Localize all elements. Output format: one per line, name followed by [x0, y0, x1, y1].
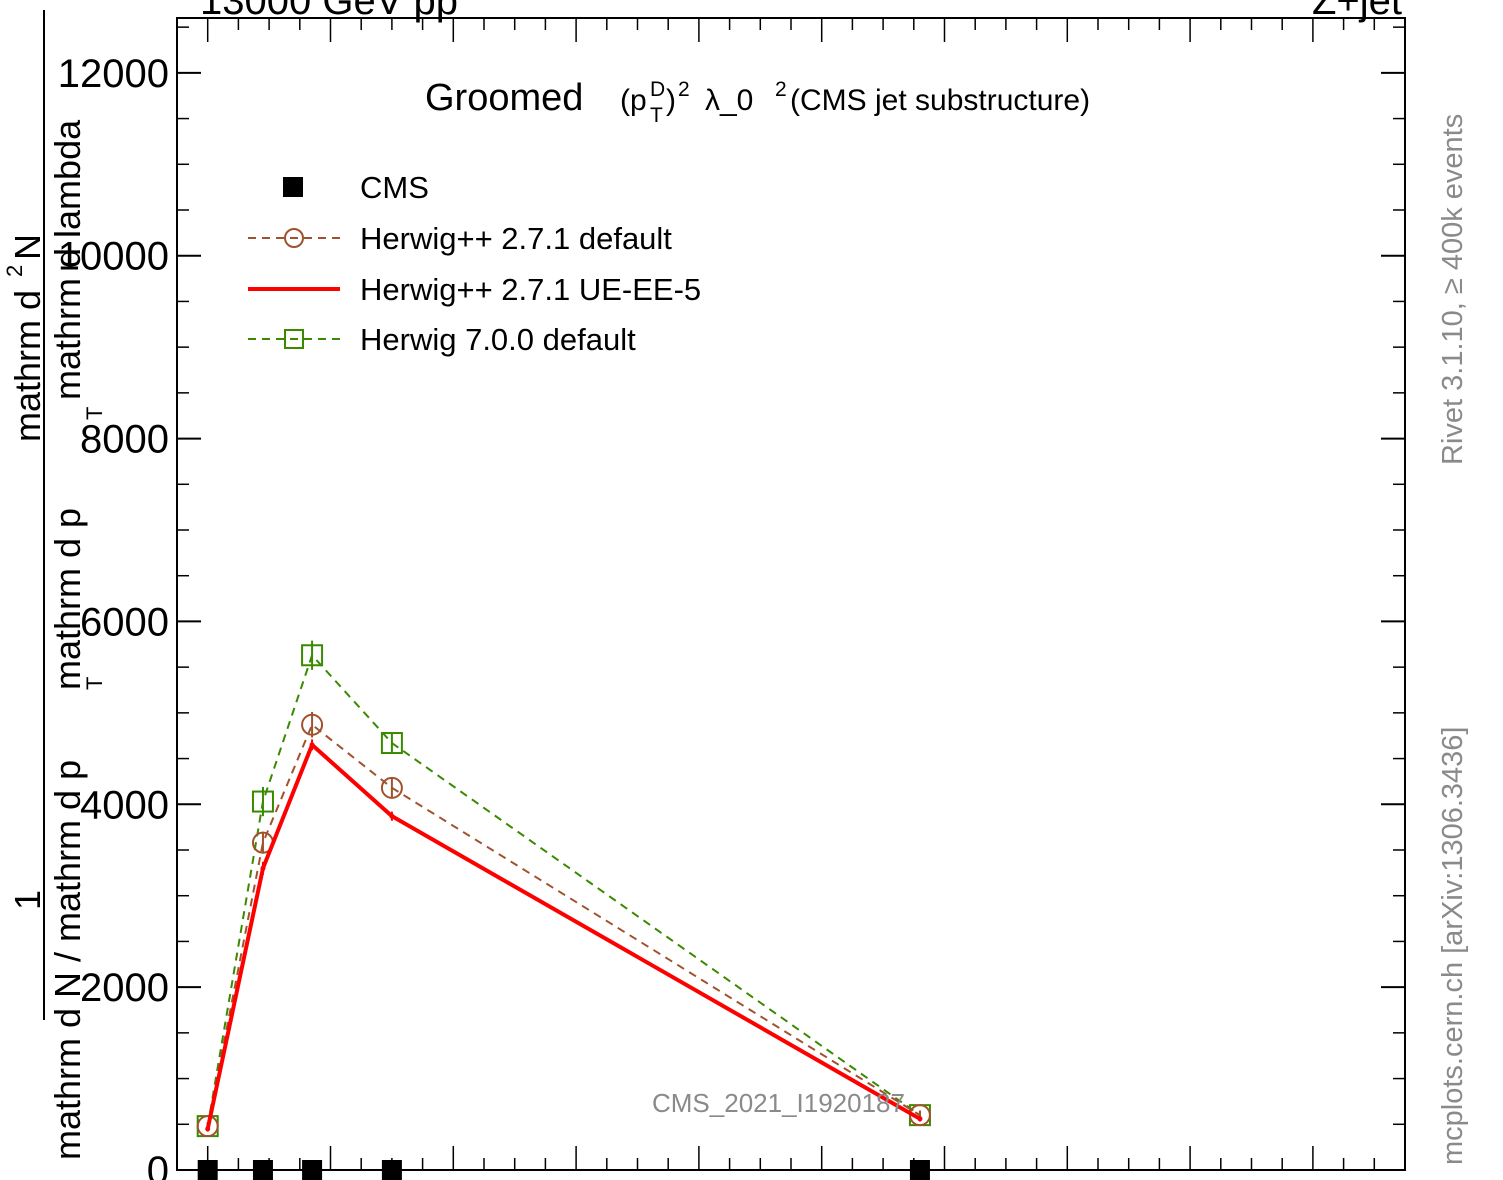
point-herwig-7-0-0-default-2: [301, 644, 324, 667]
point-herwig-2-7-1-ue-ee-5-3: [389, 813, 395, 819]
svg-text:1: 1: [7, 890, 48, 910]
svg-text:N: N: [7, 234, 48, 260]
y-tick-label: 10000: [58, 235, 169, 279]
mcplots-label: mcplots.cern.ch [arXiv:1306.3436]: [1437, 727, 1469, 1165]
svg-text:D: D: [650, 78, 665, 101]
legend-label-cms: CMS: [360, 170, 429, 205]
series-layer: [196, 640, 931, 1180]
y-tick-label: 6000: [80, 600, 169, 644]
svg-text:T: T: [82, 407, 107, 420]
cms-point-4: [909, 1160, 930, 1180]
point-herwig-2-7-1-default-3: [380, 776, 403, 799]
svg-text:Groomed: Groomed: [425, 77, 583, 119]
legend-marker-herwigpp-default: [284, 228, 304, 248]
analysis-label: CMS_2021_I1920187: [652, 1088, 905, 1118]
point-herwig-2-7-1-ue-ee-5-2: [309, 742, 315, 748]
y-tick-label: 12000: [58, 52, 169, 96]
svg-text:2: 2: [2, 265, 27, 277]
svg-text:(CMS jet substructure): (CMS jet substructure): [790, 84, 1090, 117]
x-axis: [206, 18, 1376, 1170]
y-tick-label: 2000: [80, 966, 169, 1010]
y-axis: 0 2000 4000 6000 8000 10000 12000: [58, 26, 1405, 1180]
y-axis-label: mathrm d 2 N mathrm d p T mathrm d lambd…: [2, 10, 107, 1160]
cms-point-0: [197, 1160, 218, 1180]
svg-text:T: T: [82, 677, 107, 690]
legend: CMS Herwig++ 2.7.1 default Herwig++ 2.7.…: [248, 170, 701, 357]
cms-point-1: [252, 1160, 273, 1180]
y-tick-label: 0: [147, 1149, 169, 1180]
legend-marker-cms: [283, 177, 303, 197]
point-herwig-2-7-1-default-0: [196, 1115, 219, 1138]
y-tick-label: 8000: [80, 418, 169, 462]
legend-label-herwigpp-default: Herwig++ 2.7.1 default: [360, 221, 672, 256]
header-right: Z+jet: [1312, 0, 1402, 23]
legend-label-herwig7-default: Herwig 7.0.0 default: [360, 322, 636, 357]
svg-text:(: (: [620, 84, 630, 117]
legend-marker-herwig7-default: [284, 329, 304, 349]
cms-point-2: [302, 1160, 323, 1180]
point-herwig-2-7-1-ue-ee-5-1: [260, 865, 266, 871]
svg-text:2: 2: [775, 78, 787, 101]
svg-text:T: T: [650, 104, 663, 127]
point-herwig-2-7-1-default-2: [301, 713, 324, 736]
svg-text:mathrm d lambda: mathrm d lambda: [47, 119, 88, 400]
legend-label-herwigpp-ueee5: Herwig++ 2.7.1 UE-EE-5: [360, 272, 701, 307]
point-herwig-2-7-1-ue-ee-5-4: [917, 1116, 923, 1122]
series-line-herwig-2-7-1-ue-ee-5: [205, 741, 921, 1130]
point-herwig-2-7-1-ue-ee-5-0: [205, 1126, 211, 1132]
svg-text:2: 2: [678, 78, 690, 101]
svg-text:mathrm d N / mathrm d p: mathrm d N / mathrm d p: [47, 760, 88, 1160]
cms-point-3: [381, 1160, 402, 1180]
chart-title: Groomed ( p D T ) 2 λ_0 2 (CMS jet subst…: [425, 77, 1090, 127]
svg-text:mathrm d p: mathrm d p: [47, 508, 88, 690]
svg-text:λ_0: λ_0: [705, 84, 753, 117]
svg-text:p: p: [630, 84, 647, 117]
point-herwig-7-0-0-default-3: [380, 732, 403, 755]
rivet-label: Rivet 3.1.10, ≥ 400k events: [1437, 114, 1469, 465]
y-tick-label: 4000: [80, 783, 169, 827]
series-line-herwig-2-7-1-default: [206, 723, 921, 1127]
svg-text:): ): [666, 84, 676, 117]
point-herwig-7-0-0-default-1: [251, 790, 274, 813]
svg-text:mathrm d: mathrm d: [7, 290, 48, 442]
